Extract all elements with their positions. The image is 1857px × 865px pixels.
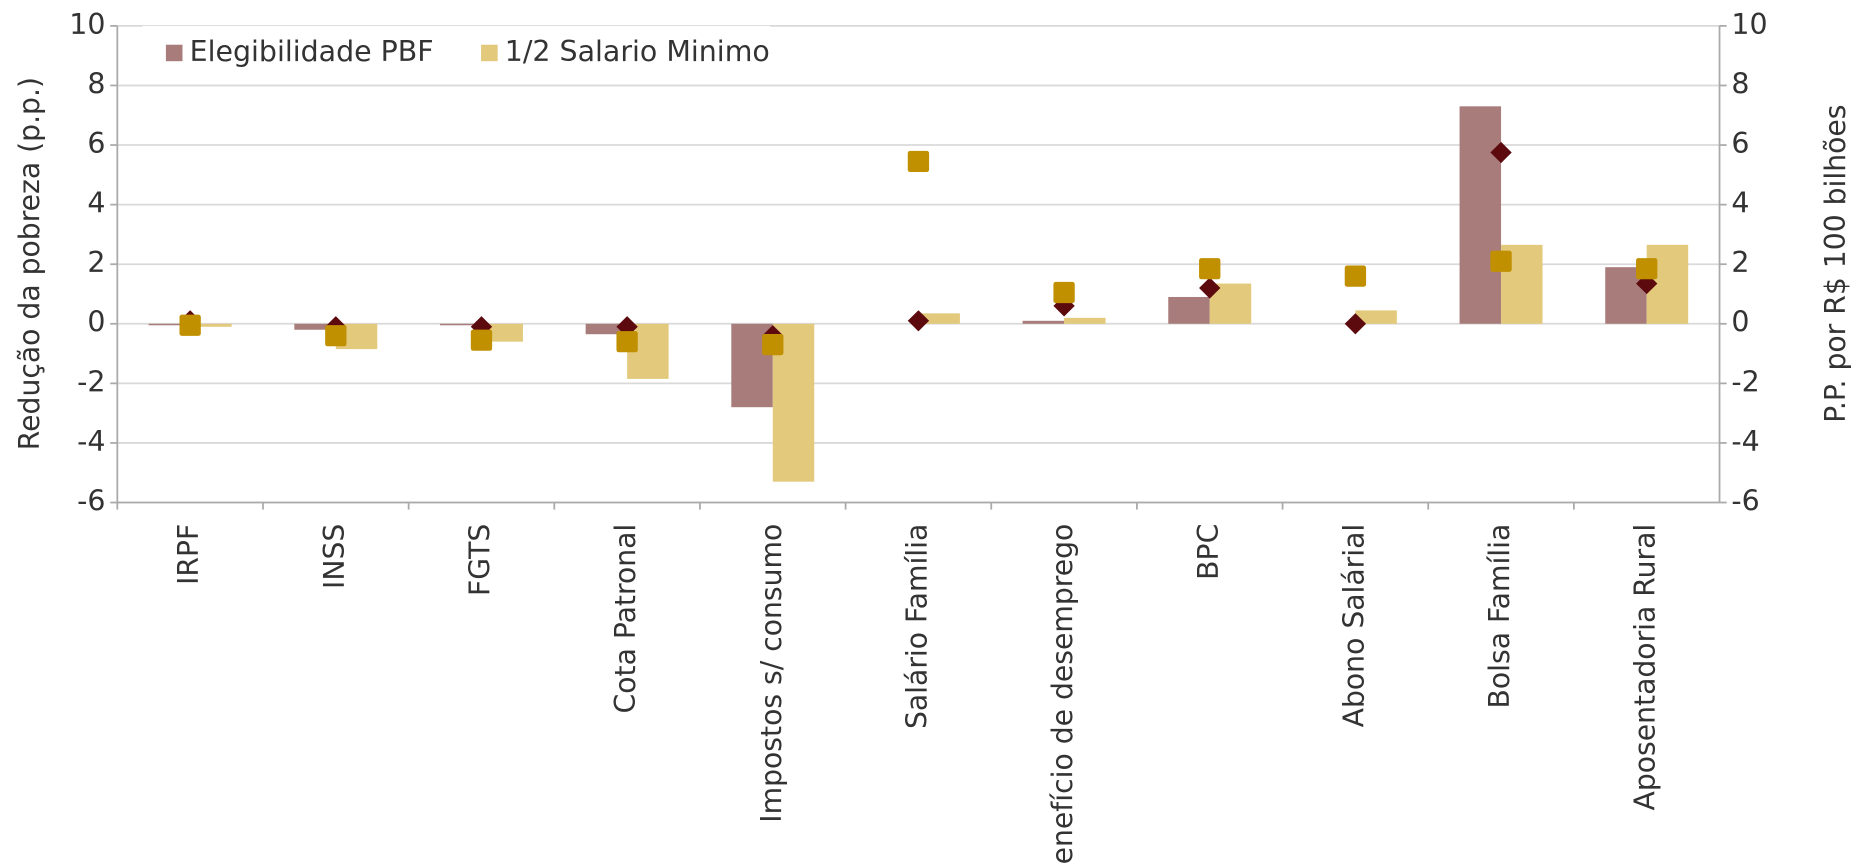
bar: [294, 323, 336, 330]
y2-tick-label: -4: [1731, 425, 1759, 458]
y2-tick-label: 2: [1731, 246, 1749, 279]
x-tick-label: Cota Patronal: [609, 524, 642, 714]
bar: [918, 313, 960, 324]
square-marker: [1344, 265, 1367, 287]
y2-tick-label: -2: [1731, 365, 1759, 398]
y-axis-label: Redução da pobreza (p.p.): [13, 77, 46, 450]
y-tick-label: 2: [87, 246, 105, 279]
y-tick-label: 8: [87, 68, 105, 101]
legend-box: [142, 25, 771, 81]
bar: [439, 323, 482, 326]
diamond-marker: [1344, 313, 1367, 335]
legend-swatch: [481, 44, 498, 62]
x-tick-label: INSS: [318, 524, 351, 589]
square-marker: [470, 329, 493, 351]
diamond-marker: [1199, 277, 1221, 299]
y2-tick-label: 8: [1731, 68, 1749, 101]
bar: [1168, 296, 1210, 324]
bar: [1459, 106, 1502, 324]
bar: [148, 323, 191, 326]
square-marker: [616, 331, 638, 353]
y2-axis-label: P.P. por R$ 100 bilhões: [1819, 105, 1852, 423]
square-marker: [1199, 258, 1221, 280]
y2-tick-label: 4: [1731, 187, 1749, 220]
x-tick-label: Abono Salárial: [1337, 524, 1370, 728]
y2-tick-label: 0: [1731, 306, 1749, 339]
bar: [1022, 320, 1065, 324]
square-marker: [1053, 281, 1075, 304]
legend-swatch: [165, 44, 183, 62]
y2-tick-label: 6: [1731, 127, 1749, 160]
y-tick-label: -2: [77, 365, 105, 398]
y2-tick-label: 10: [1731, 8, 1767, 41]
square-marker: [325, 325, 347, 347]
x-tick-label: FGTS: [463, 524, 496, 596]
x-tick-label: IRPF: [172, 524, 205, 585]
bar: [190, 323, 232, 327]
x-tick-label: BPC: [1192, 524, 1225, 580]
x-tick-label: Benefício de desemprego: [1046, 524, 1079, 865]
legend-label: 1/2 Salario Minimo: [505, 35, 770, 68]
diamond-marker: [907, 310, 930, 332]
square-marker: [179, 314, 201, 336]
x-tick-label: Impostos s/ consumo: [755, 524, 788, 823]
y-tick-label: -6: [77, 485, 105, 518]
y-tick-label: 6: [87, 127, 105, 160]
y-tick-label: 0: [87, 306, 105, 339]
x-tick-label: Bolsa Família: [1483, 524, 1516, 709]
bar: [1064, 317, 1106, 324]
y-tick-label: 10: [69, 8, 105, 41]
legend-label: Elegibilidade PBF: [190, 35, 434, 68]
bar: [1355, 310, 1397, 324]
square-marker: [1490, 250, 1512, 272]
x-tick-label: Aposentadoria Rural: [1629, 524, 1662, 811]
square-marker: [762, 334, 784, 356]
bar: [585, 323, 628, 335]
y-tick-label: -4: [77, 425, 105, 458]
y-tick-label: 4: [87, 187, 105, 220]
square-marker: [907, 150, 930, 173]
y2-tick-label: -6: [1731, 485, 1759, 518]
square-marker: [1636, 258, 1658, 280]
x-tick-label: Salário Família: [900, 524, 933, 729]
